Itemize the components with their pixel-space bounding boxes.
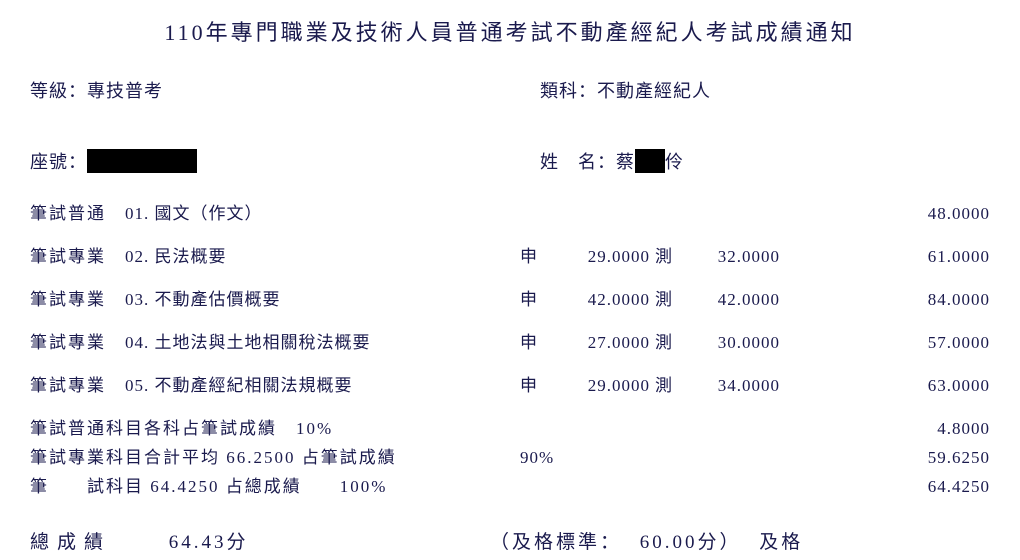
summary-row: 筆試專業科目合計平均 66.2500 占筆試成績 90% 59.6250 bbox=[30, 443, 990, 468]
level-field: 等級： 專技普考 bbox=[30, 77, 163, 103]
name-surname: 蔡 bbox=[616, 148, 635, 174]
subject-total: 63.0000 bbox=[785, 376, 990, 396]
subject-type: 筆試普通 bbox=[30, 199, 125, 224]
subject-total: 84.0000 bbox=[785, 290, 990, 310]
subject-total: 48.0000 bbox=[785, 204, 990, 224]
subject-shen-label: 申 bbox=[520, 328, 550, 353]
subject-shen-label: 申 bbox=[520, 285, 550, 310]
subject-ce-label: 測 bbox=[655, 285, 680, 310]
subject-score1: 42.0000 bbox=[550, 290, 655, 310]
subject-ce-label: 測 bbox=[655, 242, 680, 267]
summary-value: 59.6250 bbox=[580, 448, 990, 468]
document-title: 110年專門職業及技術人員普通考試不動產經紀人考試成績通知 bbox=[30, 15, 990, 47]
subject-name: 01. 國文（作文） bbox=[125, 199, 520, 224]
final-score-label: 總成績 bbox=[30, 532, 111, 553]
name-given: 伶 bbox=[665, 148, 684, 174]
summary-row: 筆試普通科目各科占筆試成績 10% 4.8000 bbox=[30, 414, 990, 439]
subject-shen-label: 申 bbox=[520, 242, 550, 267]
summary-value: 4.8000 bbox=[580, 419, 990, 439]
subject-score2: 42.0000 bbox=[680, 290, 785, 310]
final-pass-result: 及格 bbox=[759, 532, 803, 553]
seat-label: 座號： bbox=[30, 148, 87, 174]
category-field: 類科： 不動產經紀人 bbox=[540, 77, 711, 103]
subject-row: 筆試專業 05. 不動產經紀相關法規概要 申 29.0000 測 34.0000… bbox=[30, 371, 990, 396]
subject-name: 02. 民法概要 bbox=[125, 242, 520, 267]
subject-shen-label: 申 bbox=[520, 371, 550, 396]
final-score-value: 64.43分 bbox=[169, 532, 249, 553]
subject-ce-label: 測 bbox=[655, 328, 680, 353]
summary-value: 64.4250 bbox=[580, 477, 990, 497]
final-pass-value: 60.00分） bbox=[640, 532, 742, 553]
summary-label: 筆試普通科目各科占筆試成績 10% bbox=[30, 414, 520, 439]
subject-name: 03. 不動產估價概要 bbox=[125, 285, 520, 310]
summary-label: 筆 試科目 64.4250 占總成績 100% bbox=[30, 472, 520, 497]
seat-redacted bbox=[87, 149, 197, 173]
subject-total: 61.0000 bbox=[785, 247, 990, 267]
name-label: 姓 名： bbox=[540, 148, 616, 174]
level-label: 等級： bbox=[30, 77, 87, 103]
name-field: 姓 名： 蔡 伶 bbox=[540, 148, 684, 174]
subject-score1: 27.0000 bbox=[550, 333, 655, 353]
final-row: 總成績 64.43分 （及格標準： 60.00分） 及格 bbox=[30, 527, 990, 554]
subject-total: 57.0000 bbox=[785, 333, 990, 353]
subject-type: 筆試專業 bbox=[30, 371, 125, 396]
subject-type: 筆試專業 bbox=[30, 328, 125, 353]
final-pass-label: （及格標準： bbox=[490, 532, 622, 553]
subject-row: 筆試普通 01. 國文（作文） 48.0000 bbox=[30, 199, 990, 224]
subject-score2: 34.0000 bbox=[680, 376, 785, 396]
level-value: 專技普考 bbox=[87, 77, 163, 103]
summary-row: 筆 試科目 64.4250 占總成績 100% 64.4250 bbox=[30, 472, 990, 497]
category-label: 類科： bbox=[540, 77, 597, 103]
subject-row: 筆試專業 02. 民法概要 申 29.0000 測 32.0000 61.000… bbox=[30, 242, 990, 267]
summary-label: 筆試專業科目合計平均 66.2500 占筆試成績 bbox=[30, 443, 520, 468]
subject-score2: 32.0000 bbox=[680, 247, 785, 267]
subject-score1: 29.0000 bbox=[550, 247, 655, 267]
subject-name: 05. 不動產經紀相關法規概要 bbox=[125, 371, 520, 396]
subject-name: 04. 土地法與土地相關稅法概要 bbox=[125, 328, 520, 353]
subject-score2: 30.0000 bbox=[680, 333, 785, 353]
subject-row: 筆試專業 04. 土地法與土地相關稅法概要 申 27.0000 測 30.000… bbox=[30, 328, 990, 353]
subject-row: 筆試專業 03. 不動產估價概要 申 42.0000 測 42.0000 84.… bbox=[30, 285, 990, 310]
subject-type: 筆試專業 bbox=[30, 242, 125, 267]
seat-field: 座號： bbox=[30, 148, 197, 174]
subject-score1: 29.0000 bbox=[550, 376, 655, 396]
subject-type: 筆試專業 bbox=[30, 285, 125, 310]
name-redacted bbox=[635, 149, 665, 173]
category-value: 不動產經紀人 bbox=[597, 77, 711, 103]
summary-pct: 90% bbox=[520, 448, 580, 468]
subject-ce-label: 測 bbox=[655, 371, 680, 396]
